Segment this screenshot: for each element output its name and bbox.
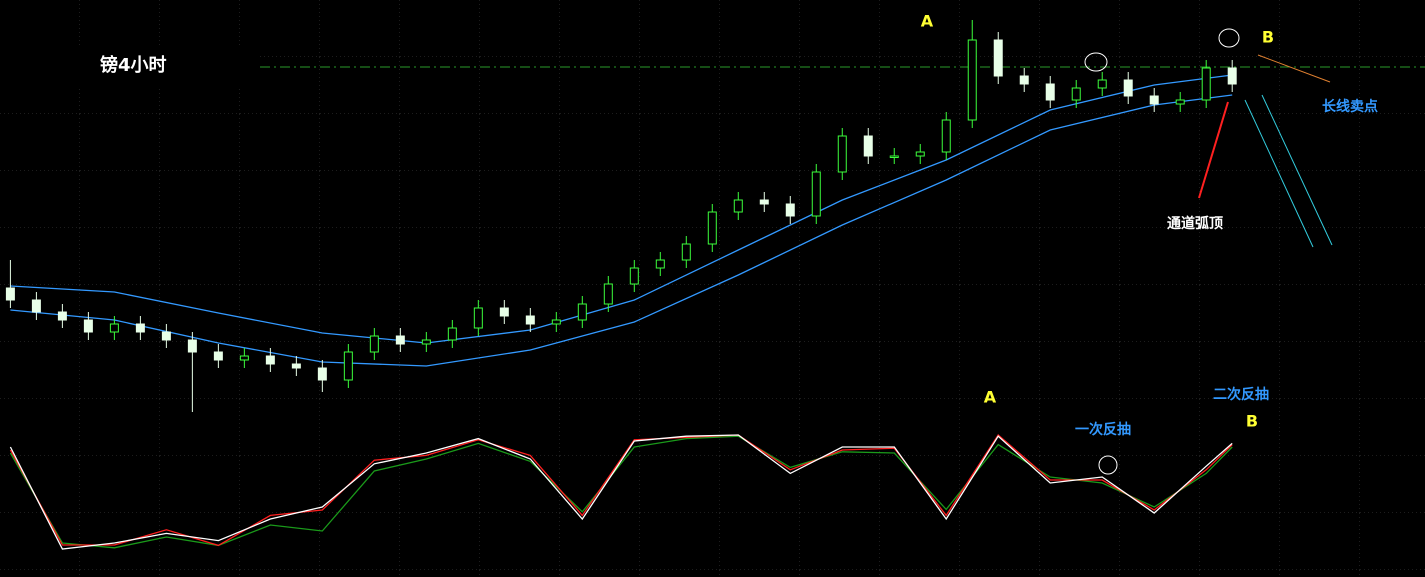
annotation: 长线卖点	[1322, 98, 1378, 115]
candle-body	[629, 267, 639, 285]
candle-body	[1227, 67, 1237, 85]
candle-body	[863, 135, 873, 157]
candle-body	[707, 211, 717, 245]
candle-body	[759, 199, 769, 205]
candle-body	[213, 351, 223, 361]
candle-body	[83, 319, 93, 333]
annotation: A	[921, 12, 934, 31]
candle-body	[291, 363, 301, 369]
annotation: A	[984, 388, 997, 407]
candle-body	[1149, 95, 1159, 105]
candle-body	[1071, 87, 1081, 101]
candle-body	[187, 339, 197, 353]
candle-body	[135, 323, 145, 333]
candle-body	[5, 287, 15, 301]
oscillator-line	[9, 434, 1233, 550]
candle-body	[785, 203, 795, 217]
trend-line	[1244, 99, 1314, 248]
candle-body	[57, 311, 67, 321]
annotation: 通道弧顶	[1167, 215, 1223, 232]
candle-body	[681, 243, 691, 261]
candle-body	[369, 335, 379, 353]
candle-body	[1201, 67, 1211, 101]
candle-body	[395, 335, 405, 345]
candle-body	[421, 339, 431, 345]
candle-body	[733, 199, 743, 213]
candle-body	[1175, 99, 1185, 105]
title-box	[0, 45, 258, 87]
candle-body	[265, 355, 275, 365]
candle-body	[915, 151, 925, 157]
candle-body	[1045, 83, 1055, 101]
circle-marker	[1218, 28, 1240, 48]
candle-body	[603, 283, 613, 305]
channel-lower	[10, 94, 1233, 367]
candle-body	[525, 315, 535, 325]
candle-body	[343, 351, 353, 381]
annotation: B	[1246, 412, 1258, 431]
trend-line	[1261, 94, 1333, 246]
candle-body	[889, 155, 899, 158]
circle-marker	[1084, 52, 1108, 72]
candle-body	[967, 39, 977, 121]
annotation: 一次反抽	[1075, 421, 1131, 438]
chart-title: 镑4小时	[100, 54, 167, 76]
candle-body	[1097, 79, 1107, 89]
channel-upper	[10, 74, 1233, 344]
candle-body	[993, 39, 1003, 77]
candle-body	[31, 299, 41, 313]
candle-body	[811, 171, 821, 217]
candle-body	[499, 307, 509, 317]
candle-body	[577, 303, 587, 321]
candle-body	[473, 307, 483, 329]
oscillator-line	[9, 434, 1233, 547]
candle-body	[1123, 79, 1133, 97]
candle-body	[239, 355, 249, 361]
candle-body	[837, 135, 847, 173]
candle-body	[1019, 75, 1029, 85]
candle-body	[317, 367, 327, 381]
annotation: B	[1262, 28, 1274, 47]
arrow	[1198, 101, 1229, 199]
circle-marker	[1098, 455, 1118, 475]
candle-body	[941, 119, 951, 153]
candle-body	[551, 319, 561, 325]
arrow	[1257, 54, 1331, 83]
candle-body	[161, 331, 171, 341]
candle-body	[447, 327, 457, 341]
candle-body	[109, 323, 119, 333]
candle-body	[655, 259, 665, 269]
annotation: 二次反抽	[1213, 386, 1269, 403]
